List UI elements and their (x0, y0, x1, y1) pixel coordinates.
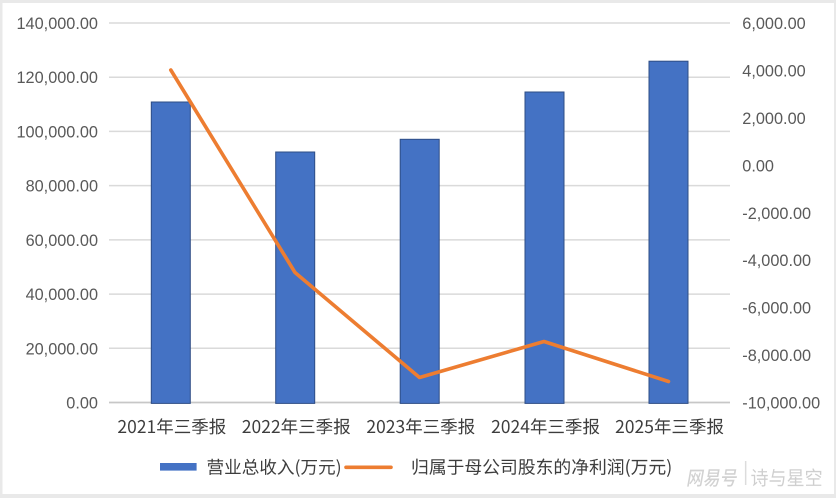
svg-text:6,000.00: 6,000.00 (742, 15, 805, 33)
svg-text:140,000.00: 140,000.00 (17, 15, 99, 33)
svg-text:80,000.00: 80,000.00 (26, 178, 98, 196)
svg-text:120,000.00: 120,000.00 (17, 69, 99, 87)
svg-text:60,000.00: 60,000.00 (26, 232, 98, 250)
svg-text:-8,000.00: -8,000.00 (742, 347, 811, 365)
svg-text:100,000.00: 100,000.00 (17, 123, 99, 141)
svg-text:40,000.00: 40,000.00 (26, 286, 98, 304)
svg-text:2,000.00: 2,000.00 (742, 110, 805, 128)
svg-text:0.00: 0.00 (742, 157, 774, 175)
svg-text:20,000.00: 20,000.00 (26, 340, 98, 358)
svg-text:-6,000.00: -6,000.00 (742, 300, 811, 318)
svg-text:-10,000.00: -10,000.00 (742, 395, 820, 413)
svg-text:0.00: 0.00 (66, 395, 98, 413)
svg-text:-2,000.00: -2,000.00 (742, 205, 811, 223)
svg-text:4,000.00: 4,000.00 (742, 62, 805, 80)
svg-text:-4,000.00: -4,000.00 (742, 252, 811, 270)
